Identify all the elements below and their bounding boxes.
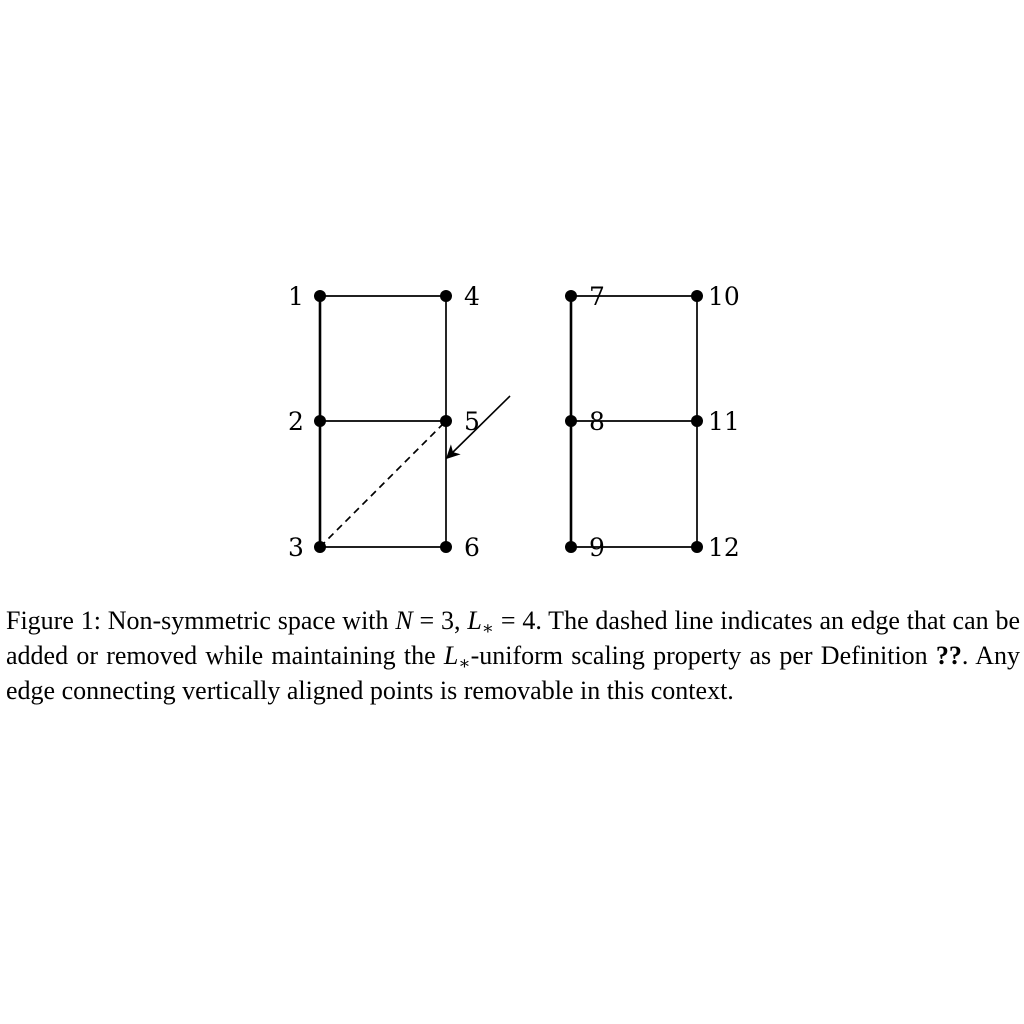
caption-l-sub: ∗ (481, 618, 495, 638)
node-label-7: 7 (589, 282, 605, 311)
node-1 (314, 290, 326, 302)
edge-3-5-dashed (319, 420, 447, 548)
node-10 (691, 290, 703, 302)
node-label-2: 2 (288, 407, 304, 436)
node-label-3: 3 (288, 533, 304, 562)
node-label-5: 5 (464, 407, 480, 436)
node-8 (565, 415, 577, 427)
node-9 (565, 541, 577, 553)
edges-layer (318, 295, 698, 548)
node-12 (691, 541, 703, 553)
nodes-layer (314, 290, 703, 553)
node-3 (314, 541, 326, 553)
node-label-12: 12 (708, 533, 740, 562)
caption-ref: ?? (935, 641, 962, 670)
caption-l-var-2: L (443, 641, 459, 670)
caption-n-var: N (395, 606, 413, 635)
annotation-arrow (445, 395, 511, 460)
caption-suffix: . Any edge connecting vertically aligned… (6, 641, 1021, 705)
node-label-6: 6 (464, 533, 480, 562)
figure-caption: Figure 1: Non-symmetric space with N = 3… (6, 603, 1020, 708)
node-11 (691, 415, 703, 427)
node-label-11: 11 (708, 407, 740, 436)
node-7 (565, 290, 577, 302)
node-label-9: 9 (589, 533, 605, 562)
node-5 (440, 415, 452, 427)
node-label-8: 8 (589, 407, 605, 436)
caption-prefix: Figure 1: Non-symmetric space with (6, 606, 396, 635)
caption-l-sub-2: ∗ (458, 653, 471, 673)
node-2 (314, 415, 326, 427)
caption-l-eq: = 4. The dashed line indicates an edge t… (6, 606, 1020, 670)
node-label-10: 10 (708, 282, 740, 311)
node-4 (440, 290, 452, 302)
caption-mid: -uniform scaling property as per Definit… (470, 641, 936, 670)
caption-l-var: L (467, 606, 482, 635)
node-label-1: 1 (288, 282, 304, 311)
node-label-4: 4 (464, 282, 480, 311)
caption-n-eq: = 3, (412, 606, 468, 635)
node-6 (440, 541, 452, 553)
